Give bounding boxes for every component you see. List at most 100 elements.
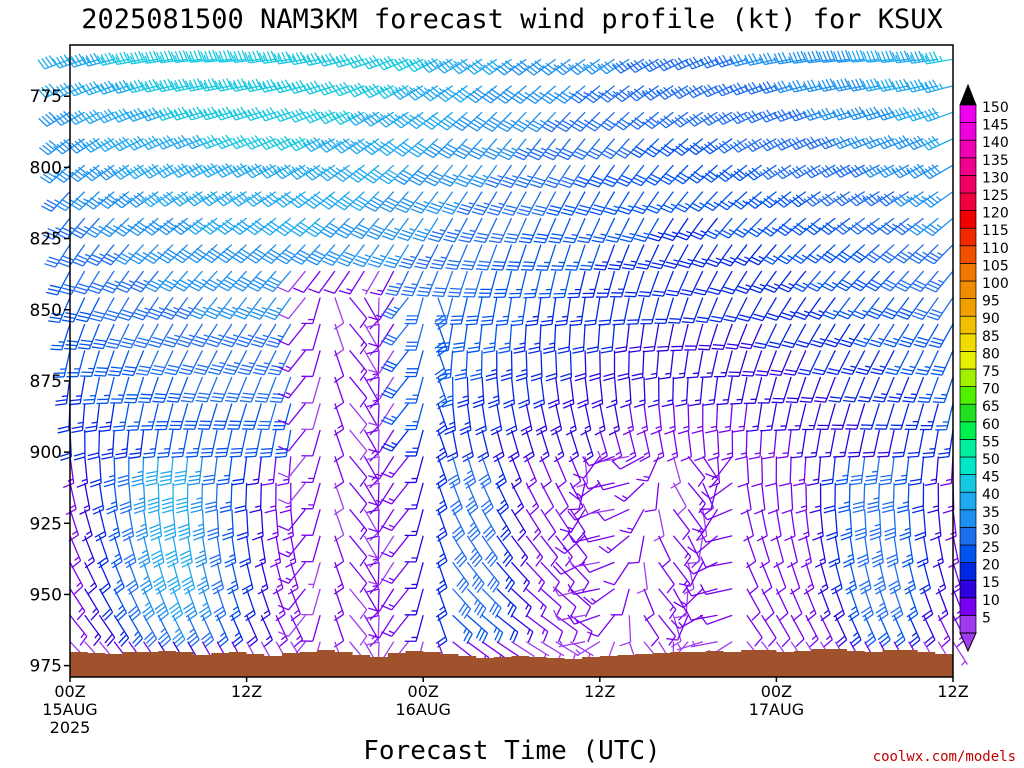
wind-barb [552, 561, 586, 575]
wind-barb [482, 111, 512, 132]
wind-barb [368, 297, 395, 321]
wind-barb [895, 270, 925, 292]
wind-barb [232, 270, 262, 292]
wind-barb [705, 244, 733, 268]
wind-barb [445, 244, 468, 271]
wind-barb [743, 509, 755, 542]
wind-barb [555, 456, 567, 489]
wind-barb [526, 111, 557, 133]
wind-barb [773, 403, 792, 432]
wind-barb [633, 376, 646, 408]
wind-barb [932, 535, 944, 568]
wind-barb [188, 270, 218, 292]
wind-barb [691, 508, 719, 533]
wind-barb [678, 561, 704, 587]
wind-barb [814, 376, 836, 403]
wind-barb [265, 323, 292, 348]
wind-barb [349, 588, 368, 620]
wind-barb [224, 535, 237, 568]
wind-barb [788, 79, 821, 93]
wind-barb [380, 403, 409, 426]
wind-barb [511, 588, 532, 618]
wind-barb [614, 323, 630, 354]
wind-barb [69, 561, 84, 595]
wind-barb [702, 482, 715, 516]
wind-barb [781, 323, 807, 349]
wind-barb [350, 217, 380, 240]
wind-barb [273, 135, 306, 151]
wind-barb [452, 509, 466, 542]
wind-barb [795, 482, 808, 514]
wind-barb [555, 561, 575, 592]
wind-barb [91, 323, 115, 350]
wind-barb [547, 376, 560, 409]
y-axis: 775 800 825 850 875 900 925 950 975 [30, 87, 70, 677]
wind-barb [301, 403, 321, 431]
wind-barb [541, 111, 571, 133]
wind-barb [301, 376, 321, 404]
wind-barb [426, 191, 454, 215]
wind-barb [923, 244, 954, 265]
wind-barb [853, 323, 880, 348]
wind-barb [859, 403, 881, 430]
wind-barb [545, 350, 558, 382]
wind-barb [239, 535, 252, 568]
wind-barb [368, 429, 395, 454]
wind-barb [234, 297, 262, 320]
wind-barb [132, 297, 159, 321]
wind-barb [847, 164, 880, 178]
wind-barb [759, 535, 771, 569]
wind-barb [62, 456, 75, 489]
wind-barb [434, 297, 454, 325]
colorbar-label: 35 [982, 505, 1000, 521]
wind-barb [191, 323, 218, 348]
wind-barb [510, 85, 542, 104]
wind-barb [378, 164, 409, 185]
colorbar-swatch [959, 263, 977, 282]
wind-barb [872, 376, 895, 403]
colorbar-label: 10 [982, 593, 1000, 609]
wind-barb [666, 614, 689, 641]
wind-barb [702, 456, 719, 488]
wind-barb [661, 376, 675, 408]
wind-barb [719, 244, 748, 267]
wind-barb [582, 503, 615, 515]
wind-barb [582, 531, 615, 543]
wind-barb [663, 244, 689, 269]
wind-barb [465, 297, 483, 326]
wind-barb [203, 270, 233, 292]
wind-barb [44, 244, 71, 268]
wind-barb [302, 80, 336, 95]
wind-barb [584, 111, 615, 132]
wind-barb [462, 270, 483, 298]
wind-barb [767, 482, 780, 515]
wind-barb [110, 535, 123, 569]
wind-barb [346, 54, 380, 69]
wind-barb [824, 323, 851, 348]
wind-barb [140, 403, 159, 431]
wind-barb [819, 614, 833, 648]
wind-barb [812, 509, 824, 541]
wind-barb [596, 479, 630, 491]
wind-barb [700, 111, 733, 126]
wind-barb [205, 482, 218, 514]
wind-barb [92, 482, 105, 515]
wind-barb [539, 429, 550, 463]
wind-barb [404, 376, 424, 404]
wind-barb [567, 583, 600, 595]
wind-barb [429, 244, 454, 270]
wind-barb [565, 244, 586, 271]
wind-barb [65, 482, 77, 516]
colorbar-swatch [959, 368, 977, 387]
wind-barb [124, 376, 145, 404]
wind-barb [466, 588, 487, 619]
wind-barb [363, 588, 379, 621]
wind-barb [765, 456, 778, 487]
wind-barb [496, 535, 514, 567]
wind-barb [84, 561, 98, 595]
wind-barb [603, 350, 616, 382]
wind-barb [161, 482, 174, 514]
wind-barb [550, 244, 571, 271]
wind-barb [611, 455, 645, 470]
